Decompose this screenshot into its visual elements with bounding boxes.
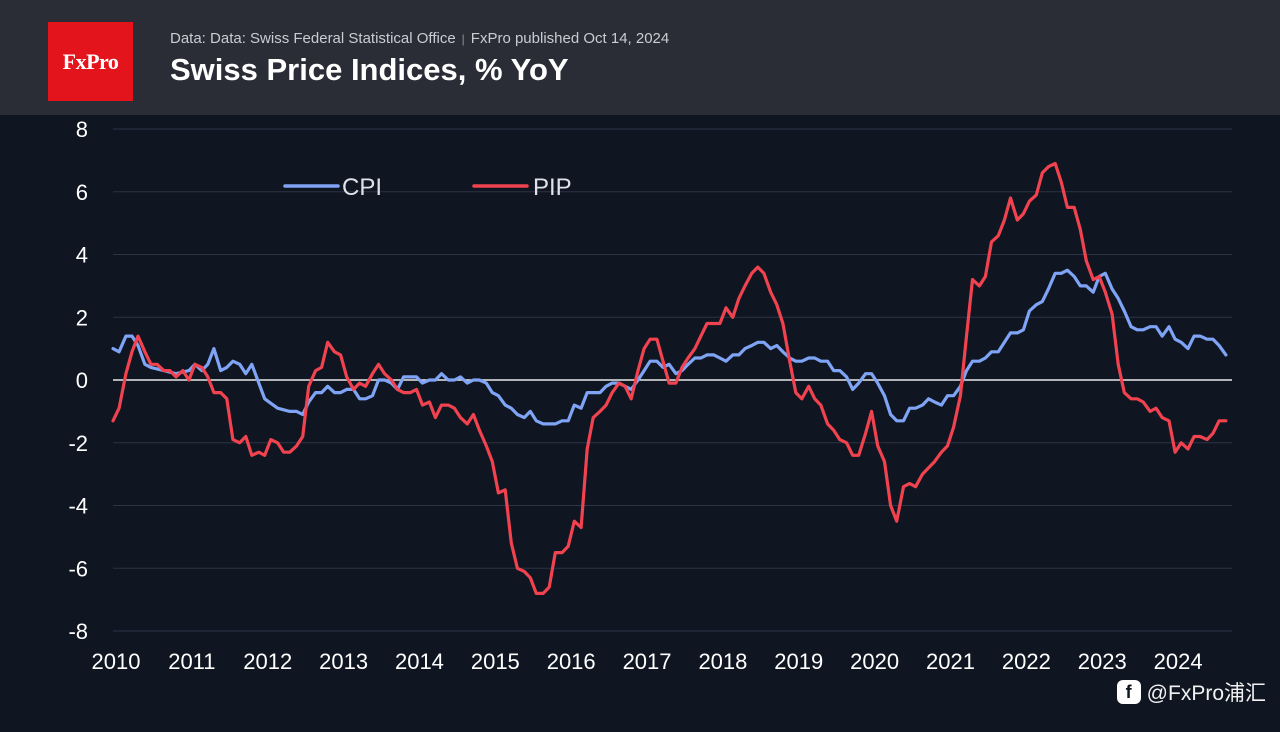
y-tick-label: -2 [68, 431, 88, 456]
x-tick-label: 2019 [774, 649, 823, 674]
data-source: Data: Data: Swiss Federal Statistical Of… [170, 30, 456, 47]
x-tick-label: 2013 [319, 649, 368, 674]
x-tick-label: 2024 [1154, 649, 1203, 674]
x-tick-label: 2018 [698, 649, 747, 674]
page-title: Swiss Price Indices, % YoY [170, 52, 569, 87]
y-tick-label: 4 [76, 243, 88, 268]
logo-text: FxPro [62, 48, 119, 74]
header-bar: FxPro Data: Data: Swiss Federal Statisti… [0, 0, 1280, 115]
fxpro-logo: FxPro [48, 22, 133, 101]
watermark-text: @FxPro浦汇 [1146, 682, 1266, 705]
watermark: f @FxPro浦汇 [1116, 677, 1266, 707]
x-tick-label: 2012 [243, 649, 292, 674]
x-tick-label: 2011 [168, 649, 215, 674]
separator: | [461, 32, 465, 46]
x-tick-label: 2022 [1002, 649, 1051, 674]
brand-icon: f [1116, 680, 1141, 704]
y-tick-label: -4 [68, 494, 88, 519]
legend-label-pip: PIP [533, 174, 572, 201]
legend-label-cpi: CPI [342, 174, 382, 201]
y-tick-label: 6 [76, 180, 88, 205]
published-date: FxPro published Oct 14, 2024 [470, 30, 670, 47]
series-line-pip [111, 161, 1228, 595]
x-tick-label: 2014 [395, 649, 444, 674]
x-tick-label: 2020 [850, 649, 899, 674]
x-tick-label: 2016 [547, 649, 596, 674]
source-line: Data: Data: Swiss Federal Statistical Of… [170, 30, 669, 47]
x-tick-label: 2023 [1078, 649, 1127, 674]
y-tick-label: 2 [76, 305, 88, 330]
y-tick-label: -6 [68, 556, 88, 581]
y-tick-label: 0 [76, 368, 88, 393]
x-tick-label: 2017 [623, 649, 672, 674]
series-line-cpi [111, 268, 1228, 426]
y-tick-label: -8 [68, 619, 88, 644]
x-tick-label: 2021 [926, 649, 975, 674]
x-tick-label: 2015 [471, 649, 520, 674]
x-tick-label: 2010 [92, 649, 141, 674]
y-tick-label: 8 [76, 117, 88, 142]
